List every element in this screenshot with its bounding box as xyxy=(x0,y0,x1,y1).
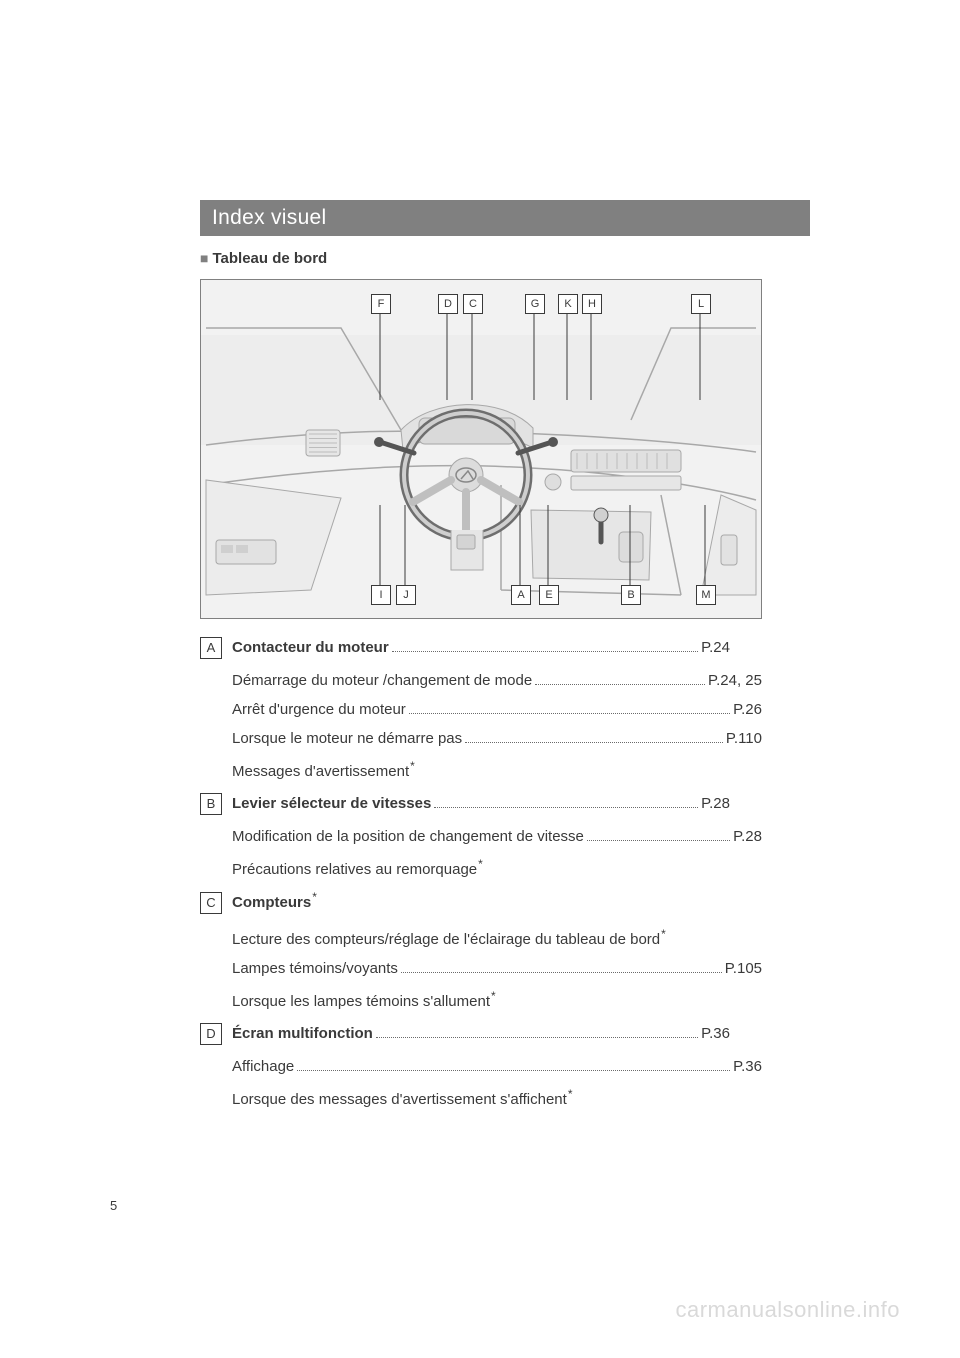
index-entry-text: Lorsque les lampes témoins s'allument* xyxy=(232,993,496,1010)
index-entry: C Compteurs* xyxy=(200,891,730,914)
index-entry-page: P.36 xyxy=(701,1026,730,1041)
section-header-title: Index visuel xyxy=(212,206,327,229)
leader-dots xyxy=(587,840,730,841)
section-header: Index visuel xyxy=(200,200,810,236)
dashboard-svg xyxy=(201,280,761,618)
leader-dots xyxy=(465,742,723,743)
diagram-callout: J xyxy=(396,585,416,605)
index-entry-text: Démarrage du moteur /changement de mode xyxy=(232,673,532,688)
index-entry-text: Compteurs* xyxy=(232,894,317,911)
subheading: ■Tableau de bord xyxy=(200,250,810,267)
index-entry: Lecture des compteurs/réglage de l'éclai… xyxy=(232,928,762,947)
dashboard-diagram: F DC GKH L IJ AE B M xyxy=(200,279,762,619)
leader-dots xyxy=(401,972,722,973)
index-entry: Lorsque des messages d'avertissement s'a… xyxy=(232,1088,762,1107)
diagram-callout: D xyxy=(438,294,458,314)
leader-dots xyxy=(297,1070,730,1071)
index-entry-text: Messages d'avertissement* xyxy=(232,763,415,780)
index-entry: Lorsque le moteur ne démarre pas P.110 xyxy=(232,731,762,746)
index-entry-page: P.110 xyxy=(726,731,762,746)
diagram-callout: C xyxy=(463,294,483,314)
index-entry: A Contacteur du moteur P.24 xyxy=(200,637,730,659)
page: Index visuel ■Tableau de bord FDCGKHLIJA… xyxy=(0,0,960,1358)
index-entry-page: P.26 xyxy=(733,702,762,717)
index-entry: Modification de la position de changemen… xyxy=(232,829,762,844)
index-entry-text: Affichage xyxy=(232,1059,294,1074)
index-list: A Contacteur du moteur P.24 Démarrage du m… xyxy=(200,637,810,1107)
diagram-callout: G xyxy=(525,294,545,314)
index-letter-box: A xyxy=(200,637,222,659)
index-entry: Lorsque les lampes témoins s'allument* xyxy=(232,990,762,1009)
diagram-callout: K xyxy=(558,294,578,314)
leader-dots xyxy=(535,684,705,685)
index-entry: Précautions relatives au remorquage* xyxy=(232,858,762,877)
index-entry-text: Lampes témoins/voyants xyxy=(232,961,398,976)
index-entry-text: Écran multifonction xyxy=(232,1026,373,1041)
diagram-callout: E xyxy=(539,585,559,605)
index-entry-page: P.28 xyxy=(733,829,762,844)
index-entry-text: Contacteur du moteur xyxy=(232,640,389,655)
index-entry: Messages d'avertissement* xyxy=(232,760,762,779)
index-entry: D Écran multifonction P.36 xyxy=(200,1023,730,1045)
index-entry-text: Lecture des compteurs/réglage de l'éclai… xyxy=(232,931,666,948)
index-entry-text: Levier sélecteur de vitesses xyxy=(232,796,431,811)
index-entry-page: P.24 xyxy=(701,640,730,655)
index-entry-page: P.28 xyxy=(701,796,730,811)
index-entry-text: Lorsque le moteur ne démarre pas xyxy=(232,731,462,746)
diagram-callout: A xyxy=(511,585,531,605)
index-entry: Démarrage du moteur /changement de mode P… xyxy=(232,673,762,688)
diagram-callout: I xyxy=(371,585,391,605)
index-entry-text: Modification de la position de changemen… xyxy=(232,829,584,844)
index-entry-page: P.24, 25 xyxy=(708,673,762,688)
page-number: 5 xyxy=(110,1198,117,1213)
index-entry-text: Précautions relatives au remorquage* xyxy=(232,861,483,878)
diagram-callout: M xyxy=(696,585,716,605)
index-entry: Arrêt d'urgence du moteur P.26 xyxy=(232,702,762,717)
leader-dots xyxy=(409,713,730,714)
index-entry: Affichage P.36 xyxy=(232,1059,762,1074)
diagram-callout: L xyxy=(691,294,711,314)
index-letter-box: B xyxy=(200,793,222,815)
index-entry: B Levier sélecteur de vitesses P.28 xyxy=(200,793,730,815)
watermark: carmanualsonline.info xyxy=(675,1297,900,1323)
diagram-callout: H xyxy=(582,294,602,314)
subhead-text: Tableau de bord xyxy=(212,250,327,267)
index-entry: Lampes témoins/voyants P.105 xyxy=(232,961,762,976)
diagram-callout: F xyxy=(371,294,391,314)
index-letter-box: C xyxy=(200,892,222,914)
subhead-square-icon: ■ xyxy=(200,250,208,266)
index-entry-page: P.105 xyxy=(725,961,762,976)
index-letter-box: D xyxy=(200,1023,222,1045)
index-entry-page: P.36 xyxy=(733,1059,762,1074)
index-entry-text: Lorsque des messages d'avertissement s'a… xyxy=(232,1091,572,1108)
leader-dots xyxy=(392,651,698,652)
leader-dots xyxy=(376,1037,698,1038)
leader-dots xyxy=(434,807,698,808)
index-entry-text: Arrêt d'urgence du moteur xyxy=(232,702,406,717)
diagram-callout: B xyxy=(621,585,641,605)
